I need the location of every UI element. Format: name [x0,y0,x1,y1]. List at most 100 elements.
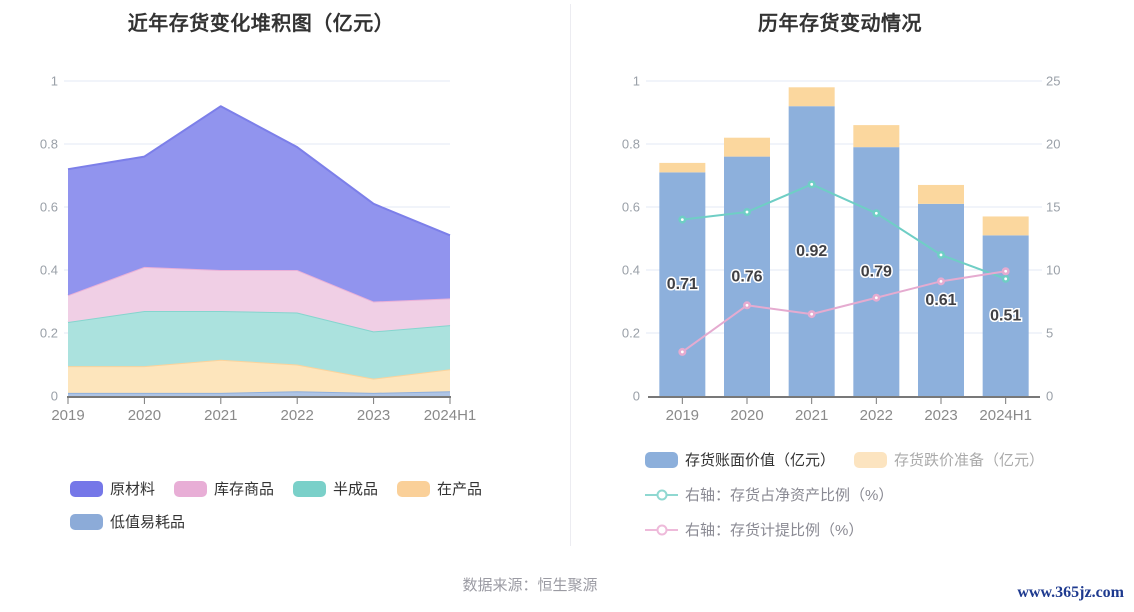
line-point-core [1004,269,1008,273]
gridlines [646,80,1042,334]
site-watermark-link[interactable]: www.365jz.com [1017,584,1124,601]
bar-impairment-reserve [659,162,706,173]
right-chart-legend: 存货账面价值（亿元） 存货跌价准备（亿元） 右轴：存货占净资产比例（%） 右轴：… [645,449,1044,540]
bar-impairment-reserve [853,125,900,148]
legend-item-finished-goods[interactable]: 库存商品 [174,478,274,499]
legend-swatch [645,451,678,468]
y-tick-label: 0 [51,389,58,404]
line-point-core [680,350,684,354]
y-tick-label: 0.4 [40,263,58,278]
bar-value-label: 0.79 [861,264,892,281]
bar-series [659,87,1029,396]
legend-row: 低值易耗品 [70,511,482,532]
line-point-core [874,296,878,300]
legend-item-inventory-book-value[interactable]: 存货账面价值（亿元） [645,449,835,470]
left-chart-panel: 近年存货变化堆积图（亿元） 0 0.2 0.4 0.6 0.8 1 2019 2020 2021… [0,0,567,556]
legend-swatch [293,480,327,497]
legend-swatch [174,480,208,497]
x-tick-label: 2022 [860,407,893,424]
area-band [68,266,450,332]
area-band [68,359,450,393]
left-tick-label: 0 [633,389,640,404]
line-point-core [680,218,684,222]
right-axis-labels: 0 5 10 15 20 25 [1046,74,1060,404]
legend-item-inventory-provision-ratio[interactable]: 右轴：存货计提比例（%） [645,519,863,540]
stacked-area-chart-canvas: 0 0.2 0.4 0.6 0.8 1 2019 2020 2021 2022 2023 2024H1 [40,74,476,425]
bar-impairment-reserve [724,137,770,157]
area-band [68,391,450,396]
line-point-core [745,210,749,214]
legend-label: 存货账面价值（亿元） [685,452,836,469]
legend-row: 原材料 库存商品 半成品 在产品 [70,478,482,499]
bar-book-value [853,147,900,396]
legend-item-inventory-to-net-assets-ratio[interactable]: 右轴：存货占净资产比例（%） [645,484,893,505]
x-axis: 2019 2020 2021 2022 2023 2024H1 [648,396,1040,424]
bar-impairment-reserve [982,216,1029,236]
bar-book-value [918,203,964,396]
x-tick-label: 2023 [924,407,957,424]
y-tick-label: 0.6 [40,200,58,215]
legend-swatch [854,451,888,468]
bar-value-label: 0.71 [667,276,698,293]
bar-value-labels: 0.71 0.76 0.92 0.79 0.61 0.51 [665,242,1023,327]
legend-label: 存货跌价准备（亿元） [894,452,1045,469]
right-chart-title: 历年存货变动情况 [758,13,922,35]
legend-swatch [397,480,431,497]
x-tick-label: 2022 [281,407,314,424]
legend-item-semi-finished-goods[interactable]: 半成品 [293,478,378,499]
legend-label: 在产品 [437,481,483,498]
bar-value-label: 0.76 [731,268,762,285]
x-tick-label: 2020 [128,407,161,424]
data-source-text: 数据来源：恒生聚源 [462,577,598,594]
bar-value-label: 0.92 [796,243,827,260]
left-chart-title: 近年存货变化堆积图（亿元） [127,13,395,35]
x-tick-label: 2021 [204,407,237,424]
left-axis-labels: 0 0.2 0.4 0.6 0.8 1 [622,74,640,404]
line-path [682,183,1007,280]
line-point-core [810,182,814,186]
left-tick-label: 0.6 [622,200,640,215]
legend-item-low-value-consumables[interactable]: 低值易耗品 [70,511,185,532]
line-point-core [1004,277,1008,281]
area-band [68,106,450,302]
x-tick-label: 2023 [357,407,390,424]
bar-book-value [982,235,1029,396]
bar-impairment-reserve [788,87,835,107]
legend-label: 原材料 [110,481,156,498]
left-chart-legend: 原材料 库存商品 半成品 在产品 低值易耗品 [70,478,482,532]
bar-value-label: 0.51 [990,308,1021,325]
left-tick-label: 0.4 [622,263,640,278]
x-tick-label: 2020 [730,407,763,424]
y-tick-label: 1 [51,74,58,89]
bar-impairment-reserve [918,184,964,204]
x-tick-label: 2019 [51,407,84,424]
legend-item-raw-materials[interactable]: 原材料 [70,478,155,499]
line-series-1 [678,267,1010,356]
line-legend-marker [645,524,678,535]
legend-label: 右轴：存货占净资产比例（%） [685,487,894,504]
right-tick-label: 25 [1046,74,1060,89]
legend-label: 右轴：存货计提比例（%） [685,522,864,539]
bar-book-value [659,172,706,396]
area-band [68,310,450,379]
line-point-core [810,312,814,316]
x-tick-label: 2019 [666,407,699,424]
bar-book-value [724,156,770,396]
legend-row: 右轴：存货计提比例（%） [645,519,1044,540]
area-top-line [67,105,451,237]
legend-item-inventory-impairment-reserve[interactable]: 存货跌价准备（亿元） [854,449,1044,470]
line-legend-marker [645,489,678,500]
x-tick-label: 2021 [795,407,828,424]
bar-book-value [788,106,835,396]
legend-label: 半成品 [333,481,379,498]
line-point-core [939,253,943,257]
right-tick-label: 15 [1046,200,1060,215]
legend-row: 右轴：存货占净资产比例（%） [645,484,1044,505]
legend-item-work-in-progress[interactable]: 在产品 [397,478,482,499]
x-axis: 2019 2020 2021 2022 2023 2024H1 [51,396,476,424]
y-tick-label: 0.8 [40,137,58,152]
legend-row: 存货账面价值（亿元） 存货跌价准备（亿元） [645,449,1044,470]
right-tick-label: 5 [1046,326,1053,341]
right-tick-label: 0 [1046,389,1053,404]
